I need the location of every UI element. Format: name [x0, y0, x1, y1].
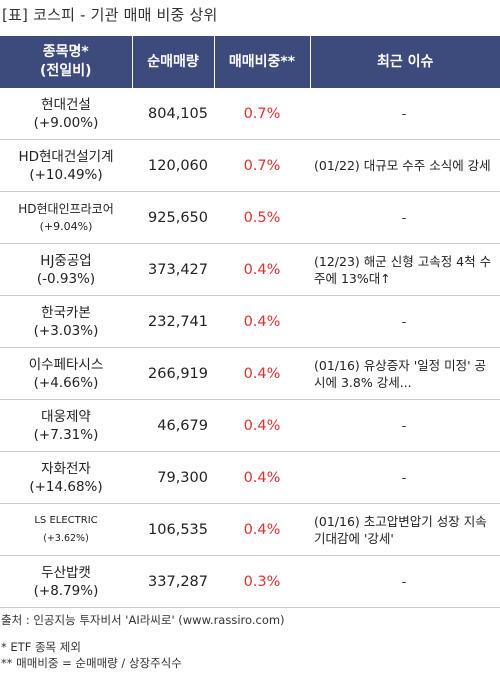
- stock-name: 이수페타시스: [28, 356, 104, 373]
- net-volume: 804,105: [132, 88, 214, 140]
- recent-issue: -: [310, 451, 500, 504]
- trade-ratio: 0.3%: [214, 555, 310, 608]
- stock-name-cell: LS ELECTRIC (+3.62%): [0, 503, 132, 556]
- stock-name-cell: HD현대인프라코어 (+9.04%): [0, 191, 132, 244]
- stock-change: (+7.31%): [33, 426, 99, 443]
- table-title: [표] 코스피 - 기관 매매 비중 상위: [2, 6, 218, 24]
- recent-issue: -: [310, 191, 500, 244]
- recent-issue: -: [310, 555, 500, 608]
- trade-ratio: 0.7%: [214, 88, 310, 140]
- table-row: 이수페타시스 (+4.66%) 266,919 0.4% (01/16) 유상증자…: [0, 347, 500, 400]
- stock-change: (-0.93%): [36, 270, 96, 287]
- source-note: 출처 : 인공지능 투자비서 'AI라씨로' (www.rassiro.com): [1, 613, 285, 627]
- table-row: HD현대인프라코어 (+9.04%) 925,650 0.5% -: [0, 191, 500, 244]
- table-header-row: 종목명* (전일비) 순매매량 매매비중** 최근 이슈: [0, 36, 500, 88]
- stock-name-cell: 이수페타시스 (+4.66%): [0, 347, 132, 400]
- table-row: 자화전자 (+14.68%) 79,300 0.4% -: [0, 451, 500, 504]
- stock-change: (+9.00%): [33, 114, 99, 131]
- stock-change: (+3.03%): [33, 322, 99, 339]
- header-trade-ratio: 매매비중**: [214, 36, 311, 88]
- stock-name-cell: 두산밥캣 (+8.79%): [0, 555, 132, 608]
- stock-name-cell: HD현대건설기계 (+10.49%): [0, 139, 132, 192]
- stock-change: (+9.04%): [39, 219, 93, 233]
- stock-name: HD현대건설기계: [18, 148, 114, 165]
- table-row: 현대건설 (+9.00%) 804,105 0.7% -: [0, 88, 500, 140]
- table-row: 두산밥캣 (+8.79%) 337,287 0.3% -: [0, 555, 500, 608]
- stock-change: (+4.66%): [33, 374, 99, 391]
- trade-ratio: 0.4%: [214, 347, 310, 400]
- stock-name-cell: HJ중공업 (-0.93%): [0, 243, 132, 296]
- stock-name: HD현대인프라코어: [18, 201, 114, 216]
- table-row: HJ중공업 (-0.93%) 373,427 0.4% (12/23) 해군 신형…: [0, 243, 500, 296]
- recent-issue: (01/22) 대규모 수주 소식에 강세: [310, 139, 500, 192]
- net-volume: 337,287: [132, 555, 214, 608]
- net-volume: 266,919: [132, 347, 214, 400]
- recent-issue: (12/23) 해군 신형 고속정 4척 수주에 13%대↑: [310, 243, 500, 296]
- trade-ratio: 0.4%: [214, 503, 310, 556]
- recent-issue: -: [310, 295, 500, 348]
- stock-change: (+8.79%): [33, 582, 99, 599]
- stock-name: HJ중공업: [40, 252, 92, 269]
- ratio-definition-note: ** 매매비중 = 순매매량 / 상장주식수: [1, 656, 182, 670]
- net-volume: 120,060: [132, 139, 214, 192]
- trade-ratio: 0.4%: [214, 451, 310, 504]
- stock-change: (+14.68%): [29, 478, 103, 495]
- stock-name: LS ELECTRIC: [34, 514, 98, 526]
- header-net-volume: 순매매량: [132, 36, 215, 88]
- net-volume: 925,650: [132, 191, 214, 244]
- net-volume: 46,679: [132, 399, 214, 452]
- header-recent-issue: 최근 이슈: [310, 36, 500, 88]
- trade-ratio: 0.4%: [214, 399, 310, 452]
- recent-issue: (01/16) 초고압변압기 성장 지속 기대감에 '강세': [310, 503, 500, 556]
- table-row: HD현대건설기계 (+10.49%) 120,060 0.7% (01/22) 대…: [0, 139, 500, 192]
- table-row: LS ELECTRIC (+3.62%) 106,535 0.4% (01/16)…: [0, 503, 500, 556]
- stock-name: 대웅제약: [41, 408, 91, 425]
- net-volume: 106,535: [132, 503, 214, 556]
- stock-name: 현대건설: [41, 96, 91, 113]
- stock-name: 두산밥캣: [41, 564, 91, 581]
- etf-exclusion-note: * ETF 종목 제외: [1, 640, 81, 654]
- stock-change: (+3.62%): [43, 532, 89, 544]
- stock-name-cell: 한국카본 (+3.03%): [0, 295, 132, 348]
- trade-ratio: 0.5%: [214, 191, 310, 244]
- stock-change: (+10.49%): [29, 166, 103, 183]
- recent-issue: -: [310, 399, 500, 452]
- header-stock-name-line1: 종목명*: [42, 44, 89, 60]
- header-stock-name: 종목명* (전일비): [0, 36, 133, 88]
- net-volume: 79,300: [132, 451, 214, 504]
- stock-name: 한국카본: [41, 304, 91, 321]
- stock-name: 자화전자: [41, 460, 91, 477]
- institution-trading-table: 종목명* (전일비) 순매매량 매매비중** 최근 이슈 현대건설 (+9.00%…: [0, 36, 500, 608]
- trade-ratio: 0.4%: [214, 295, 310, 348]
- recent-issue: (01/16) 유상증자 '일정 미정' 공시에 3.8% 강세...: [310, 347, 500, 400]
- recent-issue: -: [310, 88, 500, 140]
- table-row: 대웅제약 (+7.31%) 46,679 0.4% -: [0, 399, 500, 452]
- trade-ratio: 0.7%: [214, 139, 310, 192]
- table-row: 한국카본 (+3.03%) 232,741 0.4% -: [0, 295, 500, 348]
- trade-ratio: 0.4%: [214, 243, 310, 296]
- header-stock-name-line2: (전일비): [40, 63, 92, 79]
- net-volume: 232,741: [132, 295, 214, 348]
- stock-name-cell: 자화전자 (+14.68%): [0, 451, 132, 504]
- net-volume: 373,427: [132, 243, 214, 296]
- stock-name-cell: 대웅제약 (+7.31%): [0, 399, 132, 452]
- stock-name-cell: 현대건설 (+9.00%): [0, 88, 132, 140]
